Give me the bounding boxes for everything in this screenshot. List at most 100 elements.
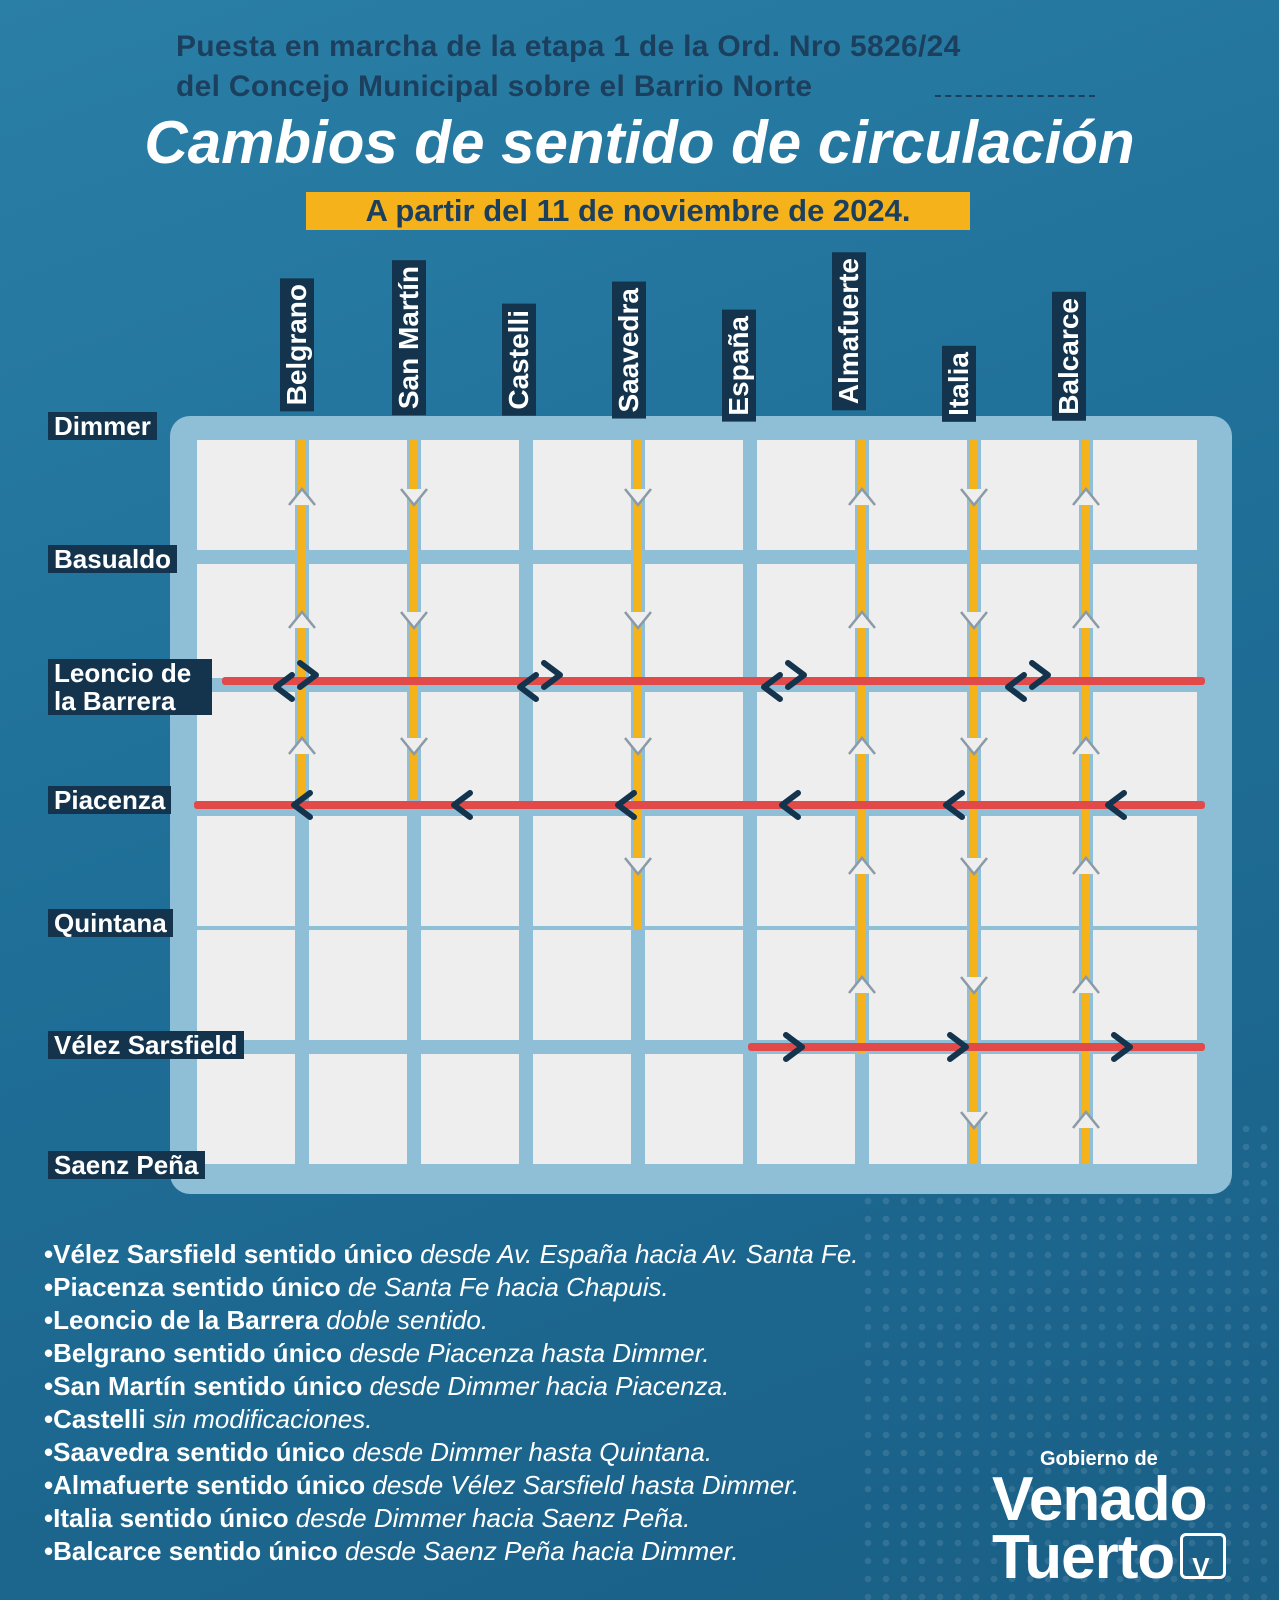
direction-arrow-icon — [848, 736, 876, 755]
direction-arrow-icon — [1029, 660, 1051, 690]
direction-arrows — [273, 487, 1133, 1130]
city-block — [645, 564, 743, 678]
legend-item: •Castelli sin modificaciones. — [44, 1404, 373, 1434]
city-block — [197, 930, 295, 1040]
legend-list: •Vélez Sarsfield sentido único desde Av.… — [44, 1238, 859, 1568]
street-label-italia: Italia — [942, 346, 976, 422]
city-block — [533, 930, 631, 1040]
street-label-dimmer: Dimmer — [48, 412, 157, 440]
street-label-piacenza: Piacenza — [48, 786, 172, 814]
city-block — [309, 440, 407, 550]
city-block — [645, 1054, 743, 1164]
city-block — [981, 564, 1079, 678]
logo-line-2: Tuerto — [992, 1523, 1175, 1592]
route-horizontal — [222, 677, 1205, 685]
city-block — [421, 564, 519, 678]
city-block — [533, 1054, 631, 1164]
legend-item: •San Martín sentido único desde Dimmer h… — [44, 1371, 730, 1401]
city-block — [869, 1054, 967, 1164]
background-dots — [859, 1120, 1279, 1600]
legend-item: •Belgrano sentido único desde Piacenza h… — [44, 1338, 710, 1368]
logo-line-2-wrap: Tuerto — [992, 1527, 1227, 1596]
logo-mark-icon — [1180, 1532, 1227, 1596]
logo-small-text: Gobierno de — [1040, 1448, 1158, 1470]
city-block — [981, 440, 1079, 550]
city-block — [645, 692, 743, 802]
city-block — [309, 1054, 407, 1164]
city-block — [197, 692, 295, 802]
direction-arrow-icon — [1111, 1032, 1133, 1062]
city-block — [421, 816, 519, 926]
direction-arrow-icon — [848, 975, 876, 994]
direction-arrow-icon — [273, 672, 295, 702]
direction-arrow-icon — [1072, 1110, 1100, 1129]
direction-arrow-icon — [1072, 975, 1100, 994]
legend-item: •Italia sentido único desde Dimmer hacia… — [44, 1503, 691, 1533]
city-block — [533, 564, 631, 678]
route-horizontal — [194, 801, 1205, 809]
city-block — [197, 440, 295, 550]
direction-arrow-icon — [960, 488, 988, 507]
direction-arrow-icon — [297, 660, 319, 690]
direction-arrow-icon — [624, 488, 652, 507]
street-label-basualdo: Basualdo — [48, 545, 178, 573]
city-block — [1093, 440, 1197, 550]
direction-arrow-icon — [517, 672, 539, 702]
direction-arrow-icon — [779, 790, 801, 820]
city-block — [1093, 1054, 1197, 1164]
city-block — [757, 692, 855, 802]
direction-arrow-icon — [400, 488, 428, 507]
city-block — [533, 692, 631, 802]
street-label-leoncio: Leoncio de la Barrera — [48, 659, 212, 715]
city-block — [197, 564, 295, 678]
city-block — [757, 564, 855, 678]
city-block — [645, 440, 743, 550]
city-block — [533, 816, 631, 926]
city-block — [1093, 816, 1197, 926]
city-block — [869, 564, 967, 678]
city-block — [309, 564, 407, 678]
direction-arrow-icon — [451, 790, 473, 820]
direction-arrow-icon — [1005, 672, 1027, 702]
city-block — [869, 930, 967, 1040]
direction-arrow-icon — [288, 610, 316, 629]
city-block — [645, 816, 743, 926]
city-block — [421, 692, 519, 802]
direction-arrow-icon — [785, 660, 807, 690]
direction-arrow-icon — [848, 856, 876, 875]
city-block — [869, 440, 967, 550]
date-badge: A partir del 11 de noviembre de 2024. — [306, 192, 970, 230]
direction-arrow-icon — [943, 790, 965, 820]
city-block — [421, 1054, 519, 1164]
city-block — [757, 930, 855, 1040]
city-block — [309, 930, 407, 1040]
direction-arrow-icon — [761, 672, 783, 702]
direction-arrow-icon — [624, 857, 652, 876]
city-block — [757, 440, 855, 550]
city-blocks — [197, 440, 1197, 1164]
city-block — [981, 816, 1079, 926]
street-label-san-martin: San Martín — [392, 260, 426, 416]
city-block — [309, 816, 407, 926]
street-label-castelli: Castelli — [502, 304, 536, 416]
direction-arrow-icon — [288, 487, 316, 506]
city-block — [421, 930, 519, 1040]
city-block — [309, 692, 407, 802]
direction-arrow-icon — [848, 610, 876, 629]
city-block — [981, 692, 1079, 802]
direction-arrow-icon — [288, 736, 316, 755]
city-block — [1093, 564, 1197, 678]
legend-item: •Balcarce sentido único desde Saenz Peña… — [44, 1536, 739, 1566]
direction-arrow-icon — [1072, 487, 1100, 506]
direction-arrow-icon — [848, 487, 876, 506]
direction-arrow-icon — [1072, 736, 1100, 755]
header-dash-divider — [935, 95, 1095, 97]
legend-item: •Vélez Sarsfield sentido único desde Av.… — [44, 1239, 859, 1269]
direction-arrow-icon — [1072, 856, 1100, 875]
direction-arrow-icon — [960, 976, 988, 995]
legend-item: •Leoncio de la Barrera doble sentido. — [44, 1305, 489, 1335]
city-block — [757, 816, 855, 926]
direction-arrow-icon — [783, 1032, 805, 1062]
street-label-belgrano: Belgrano — [280, 278, 314, 412]
